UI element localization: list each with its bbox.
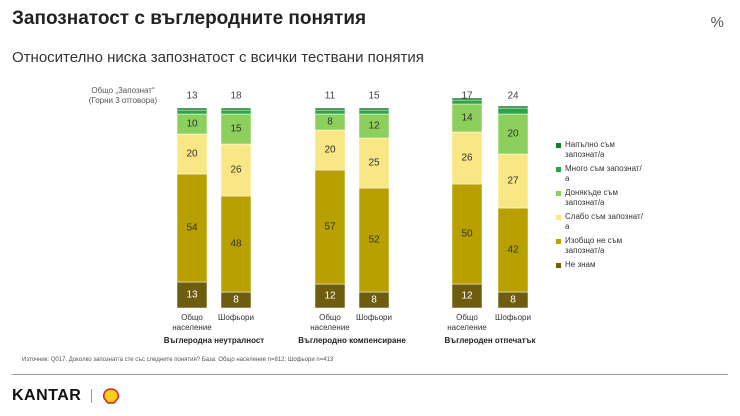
legend-swatch [556, 239, 561, 244]
value-label: 12 [461, 291, 473, 302]
bar-segment [497, 105, 529, 109]
total-label: 24 [507, 91, 519, 102]
bar-segment [497, 113, 529, 155]
total-label: 17 [461, 91, 473, 102]
bar-segment [497, 207, 529, 293]
legend-label: Не знам [565, 260, 596, 269]
value-label: 27 [507, 176, 519, 187]
divider [91, 389, 92, 403]
value-label: 42 [507, 245, 519, 256]
bar-segment [451, 97, 483, 101]
bar-segment [358, 187, 390, 293]
bar-segment [176, 281, 208, 309]
brand: KANTAR [12, 387, 82, 404]
legend-label: Донякъде съм запознат/а [565, 188, 619, 207]
value-label: 12 [368, 121, 380, 132]
unit: % [710, 14, 724, 31]
bar-segment [451, 183, 483, 285]
legend-swatch [556, 263, 561, 268]
legend-label: Изобщо не съм запознат/а [565, 236, 623, 255]
bar-segment [314, 107, 346, 111]
x-tick-label: Шофьори [218, 313, 254, 322]
value-label: 20 [507, 129, 519, 140]
legend-label: Напълно съм запознат/а [565, 140, 615, 159]
bar-segment [358, 107, 390, 111]
bar-segment [220, 107, 252, 111]
group-label: Въглеродна неутралност [163, 336, 265, 345]
bar-segment [497, 107, 529, 115]
legend-swatch [556, 143, 561, 148]
subtitle: Относително ниска запознатост с всички т… [12, 49, 424, 66]
bar-segment [314, 283, 346, 309]
group-label: Въглеродно компенсиране [298, 336, 406, 345]
bar-segment [451, 103, 483, 133]
bar-segment [176, 107, 208, 111]
bar-segment [314, 169, 346, 285]
value-label: 13 [186, 290, 198, 301]
value-label: 8 [233, 295, 239, 306]
title: Запознатост с въглеродните понятия [12, 8, 367, 29]
value-label: 48 [230, 239, 242, 250]
total-label: 11 [325, 91, 336, 102]
value-label: 52 [368, 235, 380, 246]
x-tick-label: Общо население [447, 313, 487, 332]
total-label: 15 [368, 91, 380, 102]
value-label: 8 [510, 295, 516, 306]
value-label: 26 [230, 165, 242, 176]
legend-label: Много съм запознат/а [565, 164, 642, 183]
bar-segment [176, 109, 208, 115]
group-label: Въглероден отпечатък [444, 336, 536, 345]
bar-segment [358, 137, 390, 189]
value-label: 20 [324, 145, 336, 156]
bar-segment [451, 131, 483, 185]
value-label: 14 [461, 113, 473, 124]
value-label: 8 [371, 295, 377, 306]
value-label: 50 [461, 229, 473, 240]
x-tick-label: Шофьори [495, 313, 531, 322]
value-label: 25 [368, 158, 380, 169]
bar-segment [176, 133, 208, 175]
value-label: 57 [324, 222, 336, 233]
bar-segment [358, 109, 390, 115]
bar-segment [314, 129, 346, 171]
total-label: 13 [186, 91, 198, 102]
separator [12, 374, 728, 375]
totals-label: Общо „Запознат“ (Горни 3 отговора) [88, 86, 158, 105]
x-tick-label: Общо население [310, 313, 350, 332]
legend-label: Слабо съм запознат/а [565, 212, 643, 231]
total-label: 18 [230, 91, 242, 102]
bar-segment [220, 195, 252, 293]
value-label: 26 [461, 153, 473, 164]
value-label: 15 [230, 124, 242, 135]
value-label: 20 [186, 149, 198, 160]
bar-segment [220, 143, 252, 197]
bar-segment [358, 113, 390, 139]
legend-swatch [556, 167, 561, 172]
shell-logo [103, 388, 119, 404]
x-tick-label: Общо население [172, 313, 212, 332]
bar-segment [451, 283, 483, 309]
bar-segment [497, 153, 529, 209]
value-label: 54 [186, 223, 198, 234]
legend-swatch [556, 215, 561, 220]
x-tick-label: Шофьори [356, 313, 392, 322]
value-label: 8 [327, 117, 333, 128]
bar-segment [220, 109, 252, 115]
bar-segment [314, 109, 346, 115]
value-label: 10 [186, 119, 198, 130]
value-label: 12 [324, 291, 336, 302]
legend-swatch [556, 191, 561, 196]
bar-segment [220, 113, 252, 145]
footnote: Източник: Q017. Доколко запознат/а сте с… [22, 357, 334, 363]
